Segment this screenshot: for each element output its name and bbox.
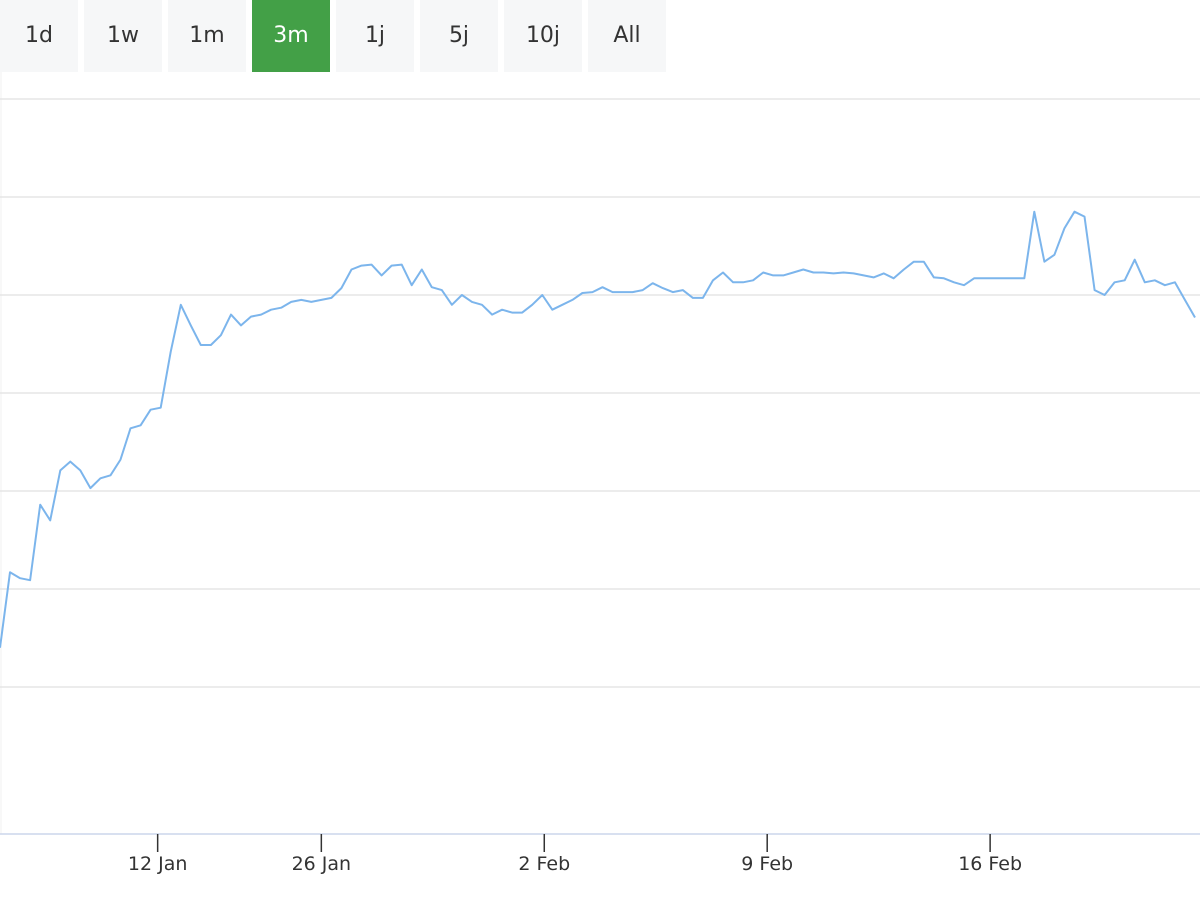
- range-button[interactable]: 3m: [252, 0, 330, 72]
- range-button[interactable]: 1m: [168, 0, 246, 72]
- range-button[interactable]: 1d: [0, 0, 78, 72]
- data-line: [0, 210, 1196, 648]
- range-button[interactable]: 5j: [420, 0, 498, 72]
- range-button[interactable]: 1w: [84, 0, 162, 72]
- range-button[interactable]: 1j: [336, 0, 414, 72]
- x-tick-label: 26 Jan: [292, 853, 352, 875]
- range-button[interactable]: 10j: [504, 0, 582, 72]
- x-tick-label: 12 Jan: [128, 853, 188, 875]
- x-tick-label: 9 Feb: [741, 853, 793, 875]
- x-tick-label: 2 Feb: [518, 853, 570, 875]
- range-button[interactable]: All: [588, 0, 666, 72]
- x-tick-label: 16 Feb: [958, 853, 1022, 875]
